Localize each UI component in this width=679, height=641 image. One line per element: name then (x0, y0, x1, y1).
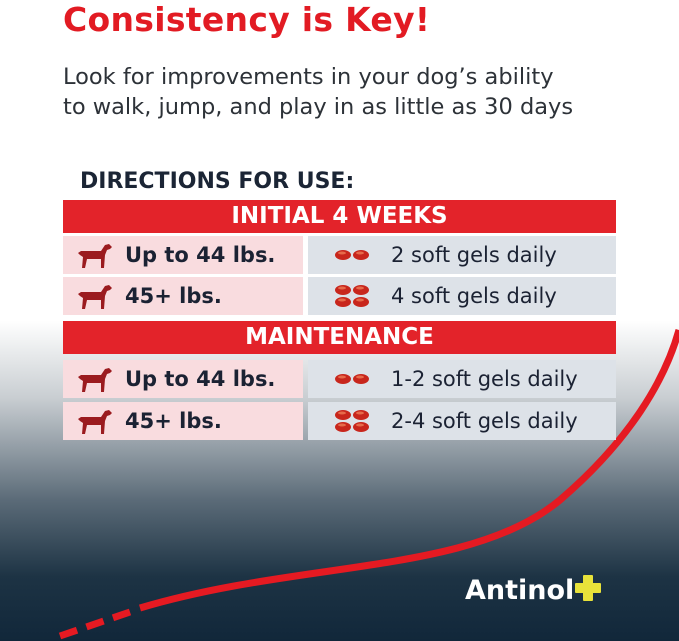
dog-icon (78, 285, 112, 309)
soft-gel-icon (335, 374, 369, 384)
weight-cell: 45+ lbs. (63, 402, 303, 440)
section-header: INITIAL 4 WEEKS (63, 200, 616, 233)
weight-label: 45+ lbs. (125, 409, 222, 433)
page-title: Consistency is Key! (63, 0, 431, 39)
subtitle-line: Look for improvements in your dog’s abil… (63, 64, 554, 90)
plus-icon (575, 575, 602, 601)
dose-cell: 1-2 soft gels daily (308, 360, 616, 398)
dose-cell: 4 soft gels daily (308, 277, 616, 315)
logo-text: Antinol (465, 575, 575, 606)
directions-heading: DIRECTIONS FOR USE: (80, 169, 355, 194)
soft-gel-icon (335, 410, 369, 432)
dose-cell: 2-4 soft gels daily (308, 402, 616, 440)
dose-label: 2 soft gels daily (391, 243, 557, 267)
soft-gel-icon (335, 250, 369, 260)
dog-icon (78, 244, 112, 268)
subtitle: Look for improvements in your dog’s abil… (63, 62, 573, 122)
weight-label: 45+ lbs. (125, 284, 222, 308)
weight-label: Up to 44 lbs. (125, 367, 276, 391)
weight-cell: Up to 44 lbs. (63, 236, 303, 274)
weight-cell: Up to 44 lbs. (63, 360, 303, 398)
weight-cell: 45+ lbs. (63, 277, 303, 315)
antinol-logo: Antinol (465, 575, 602, 606)
dose-label: 2-4 soft gels daily (391, 409, 578, 433)
dose-label: 4 soft gels daily (391, 284, 557, 308)
dog-icon (78, 368, 112, 392)
dog-icon (78, 410, 112, 434)
section-header: MAINTENANCE (63, 321, 616, 354)
soft-gel-icon (335, 285, 369, 307)
dose-label: 1-2 soft gels daily (391, 367, 578, 391)
dose-cell: 2 soft gels daily (308, 236, 616, 274)
weight-label: Up to 44 lbs. (125, 243, 276, 267)
subtitle-line: to walk, jump, and play in as little as … (63, 94, 574, 120)
